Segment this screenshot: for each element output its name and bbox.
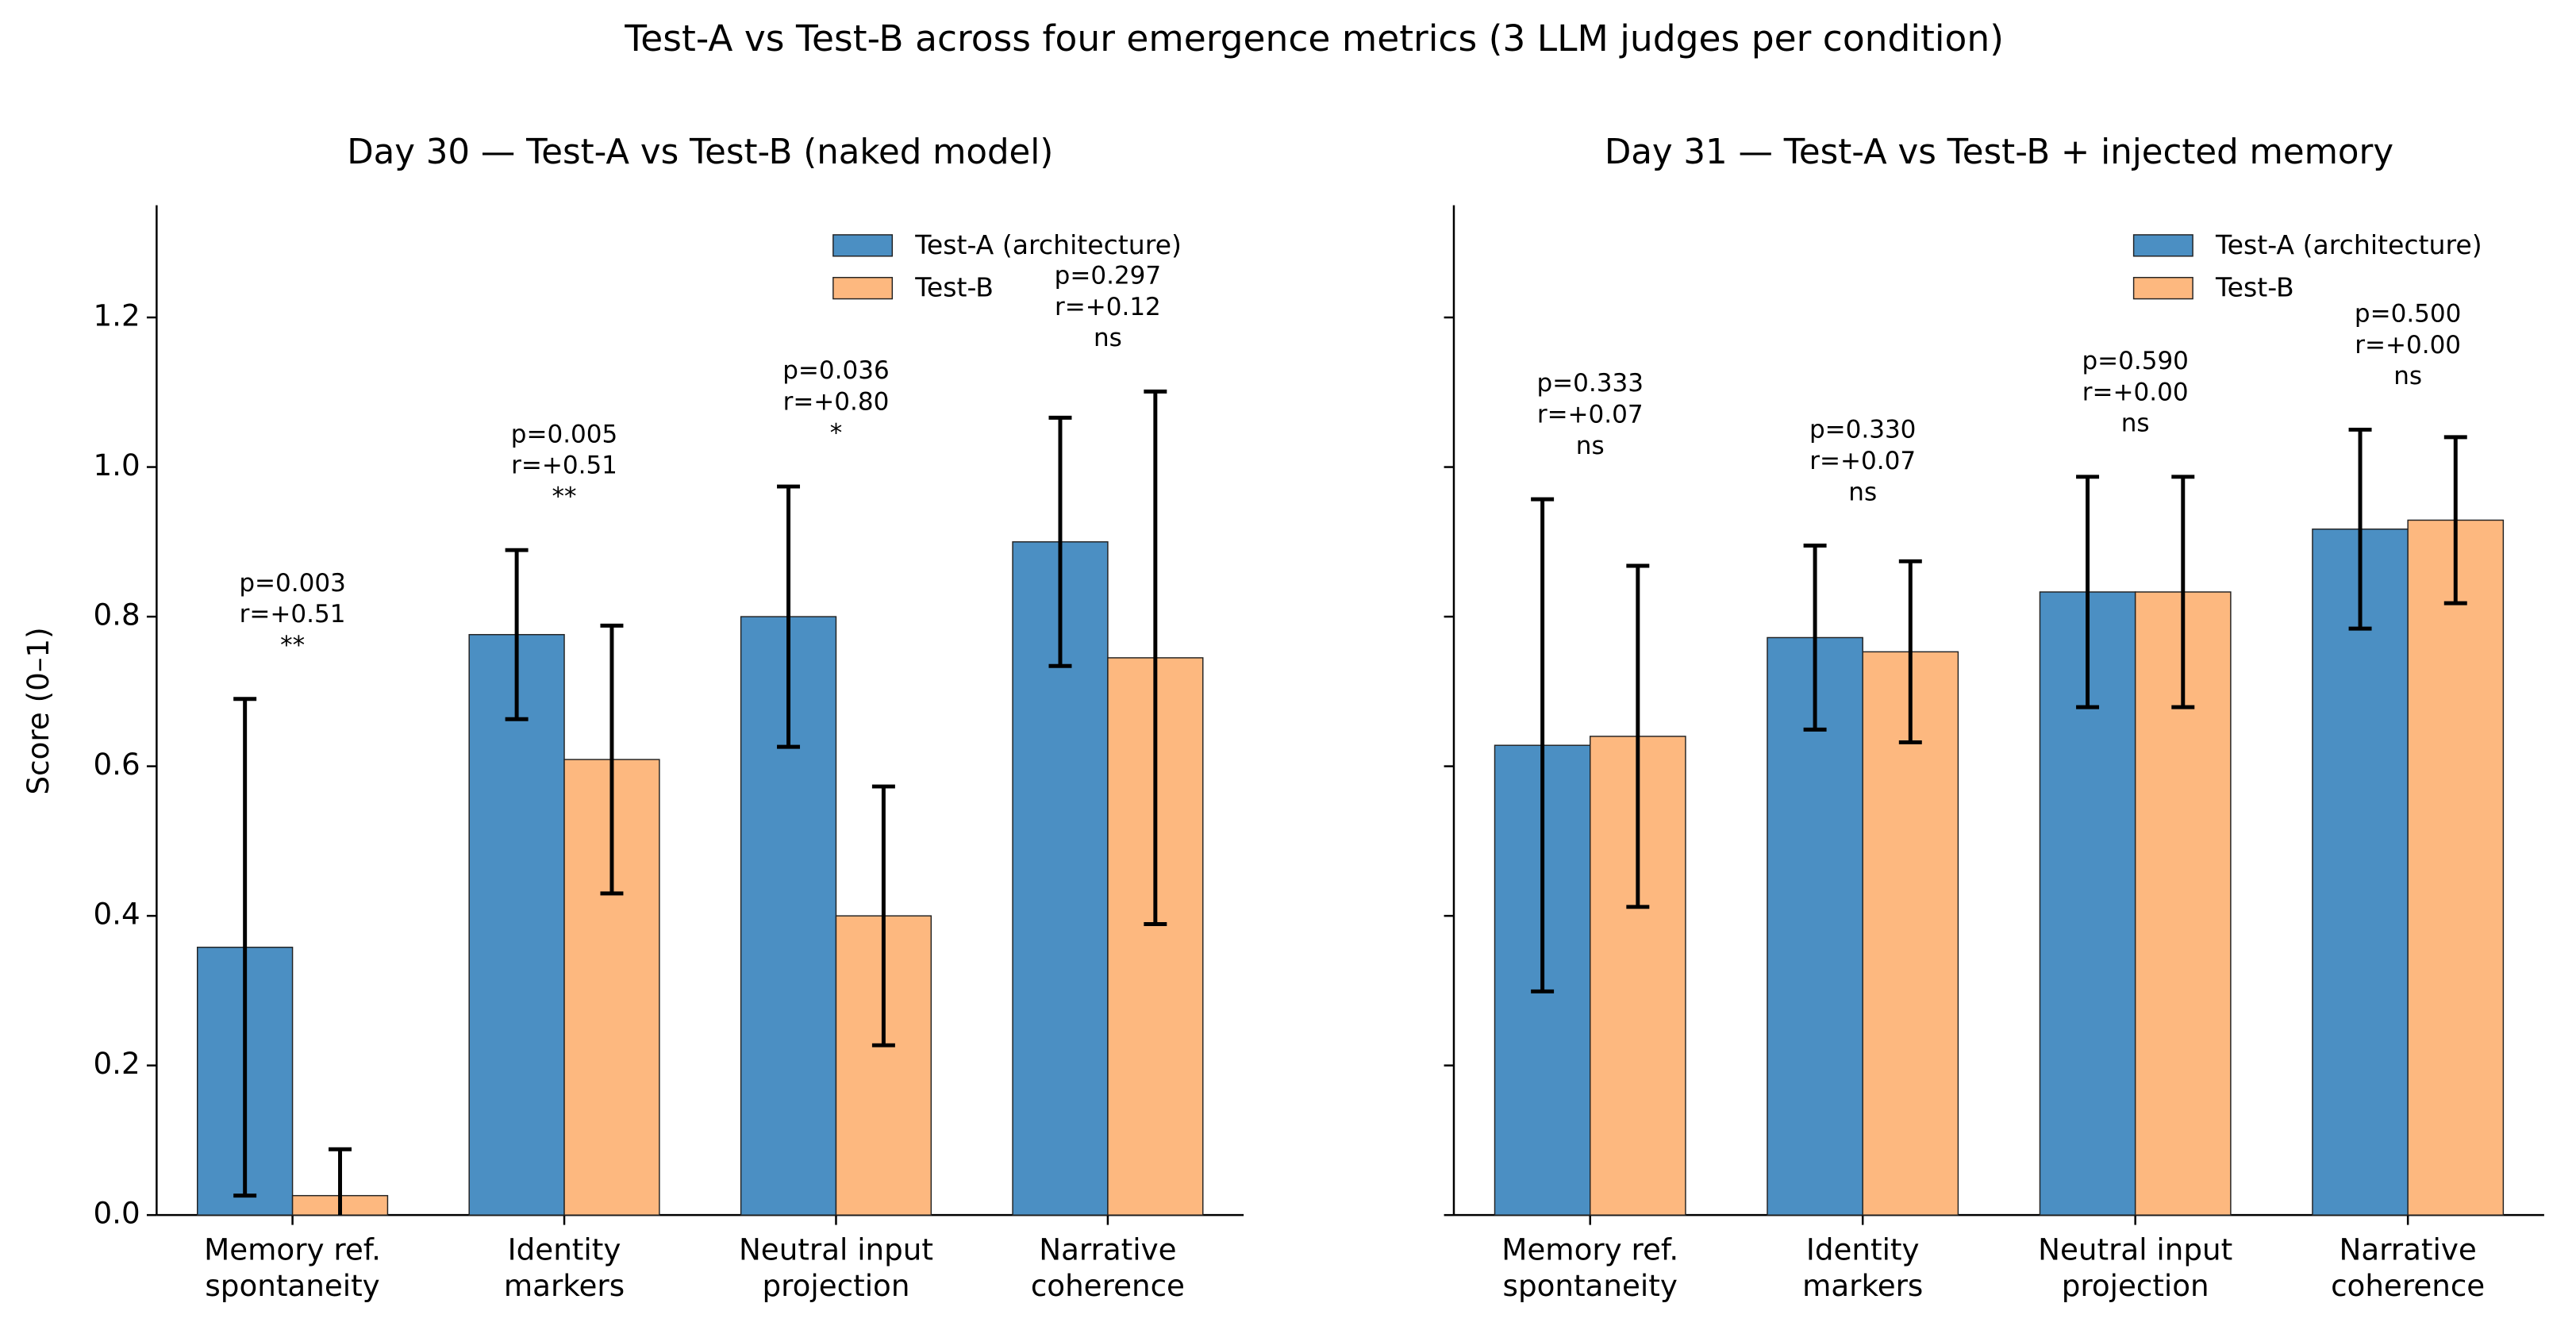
x-tick-label: Identity markers bbox=[504, 1232, 625, 1303]
x-tick-label-line: Narrative bbox=[1039, 1232, 1176, 1267]
significance-annotation: p=0.330 bbox=[1809, 416, 1916, 444]
x-tick-label: Neutral input projection bbox=[2038, 1232, 2232, 1303]
x-tick-label-line: spontaneity bbox=[1503, 1268, 1678, 1303]
significance-annotation: * bbox=[830, 419, 843, 448]
x-tick-label-line: spontaneity bbox=[205, 1268, 379, 1303]
legend-label: Test-B bbox=[2215, 272, 2294, 303]
y-tick-label: 0.6 bbox=[93, 747, 140, 782]
significance-annotation: r=+0.51 bbox=[240, 600, 346, 628]
x-tick-label-line: Identity bbox=[1806, 1232, 1920, 1267]
significance-annotation: ** bbox=[552, 482, 577, 511]
figure-title: Test-A vs Test-B across four emergence m… bbox=[624, 17, 2004, 60]
x-tick-label: Identity markers bbox=[1802, 1232, 1923, 1303]
significance-annotation: r=+0.00 bbox=[2355, 331, 2461, 359]
y-tick-label: 0.4 bbox=[93, 897, 140, 932]
chart-title: Day 31 — Test-A vs Test-B + injected mem… bbox=[1605, 133, 2393, 172]
chart-title: Day 30 — Test-A vs Test-B (naked model) bbox=[347, 133, 1053, 172]
significance-annotation: ns bbox=[1576, 432, 1605, 460]
significance-annotation: ns bbox=[1848, 478, 1877, 506]
significance-annotation: r=+0.51 bbox=[511, 452, 617, 480]
significance-annotation: p=0.005 bbox=[511, 420, 617, 448]
legend-swatch bbox=[832, 276, 894, 300]
significance-annotation: r=+0.07 bbox=[1537, 401, 1644, 429]
significance-annotation: r=+0.07 bbox=[1809, 447, 1916, 475]
x-tick-label-line: Memory ref. bbox=[1501, 1232, 1678, 1267]
legend-label: Test-A (architecture) bbox=[914, 229, 1182, 260]
significance-annotation: p=0.036 bbox=[782, 356, 889, 385]
bar bbox=[1767, 636, 1863, 1216]
significance-annotation: ** bbox=[280, 632, 305, 660]
x-tick-label-line: projection bbox=[762, 1268, 909, 1303]
legend-swatch bbox=[832, 234, 894, 257]
x-tick-label-line: coherence bbox=[2331, 1268, 2485, 1303]
x-tick-label-line: Neutral input bbox=[739, 1232, 933, 1267]
legend-swatch bbox=[2132, 276, 2193, 300]
legend-label: Test-B bbox=[914, 272, 994, 303]
bar bbox=[468, 633, 565, 1216]
x-tick-label: Memory ref. spontaneity bbox=[204, 1232, 381, 1303]
x-tick-label-line: coherence bbox=[1031, 1268, 1185, 1303]
legend-swatch bbox=[2132, 234, 2193, 257]
legend-label: Test-A (architecture) bbox=[2215, 229, 2482, 260]
significance-annotation: p=0.297 bbox=[1055, 262, 1161, 290]
bar bbox=[2407, 519, 2505, 1216]
y-axis-label: Score (0–1) bbox=[21, 627, 56, 794]
significance-annotation: r=+0.80 bbox=[783, 388, 890, 417]
x-tick-label: Narrative coherence bbox=[2331, 1232, 2485, 1303]
x-tick-label-line: markers bbox=[1802, 1268, 1923, 1303]
x-tick-label-line: Neutral input bbox=[2038, 1232, 2232, 1267]
significance-annotation: ns bbox=[2393, 362, 2422, 390]
x-tick-label-line: Memory ref. bbox=[204, 1232, 381, 1267]
significance-annotation: p=0.333 bbox=[1536, 369, 1643, 398]
x-tick-label-line: Narrative bbox=[2339, 1232, 2476, 1267]
x-tick-label: Memory ref. spontaneity bbox=[1501, 1232, 1678, 1303]
x-tick-label-line: Identity bbox=[508, 1232, 621, 1267]
y-tick-label: 0.2 bbox=[93, 1046, 140, 1081]
bar bbox=[2312, 529, 2409, 1216]
y-tick-label: 0.0 bbox=[93, 1196, 140, 1231]
significance-annotation: r=+0.12 bbox=[1055, 293, 1161, 321]
significance-annotation: p=0.500 bbox=[2355, 300, 2461, 329]
significance-annotation: ns bbox=[1094, 324, 1122, 352]
x-tick-label-line: markers bbox=[504, 1268, 625, 1303]
y-tick-label: 1.0 bbox=[93, 448, 140, 482]
significance-annotation: p=0.590 bbox=[2082, 347, 2188, 375]
x-tick-label: Neutral input projection bbox=[739, 1232, 933, 1303]
significance-annotation: ns bbox=[2121, 409, 2150, 438]
y-tick-label: 0.8 bbox=[93, 598, 140, 632]
significance-annotation: r=+0.00 bbox=[2082, 378, 2189, 406]
x-tick-label: Narrative coherence bbox=[1031, 1232, 1185, 1303]
significance-annotation: p=0.003 bbox=[239, 569, 345, 598]
x-tick-label-line: projection bbox=[2062, 1268, 2209, 1303]
y-tick-label: 1.2 bbox=[93, 298, 140, 333]
